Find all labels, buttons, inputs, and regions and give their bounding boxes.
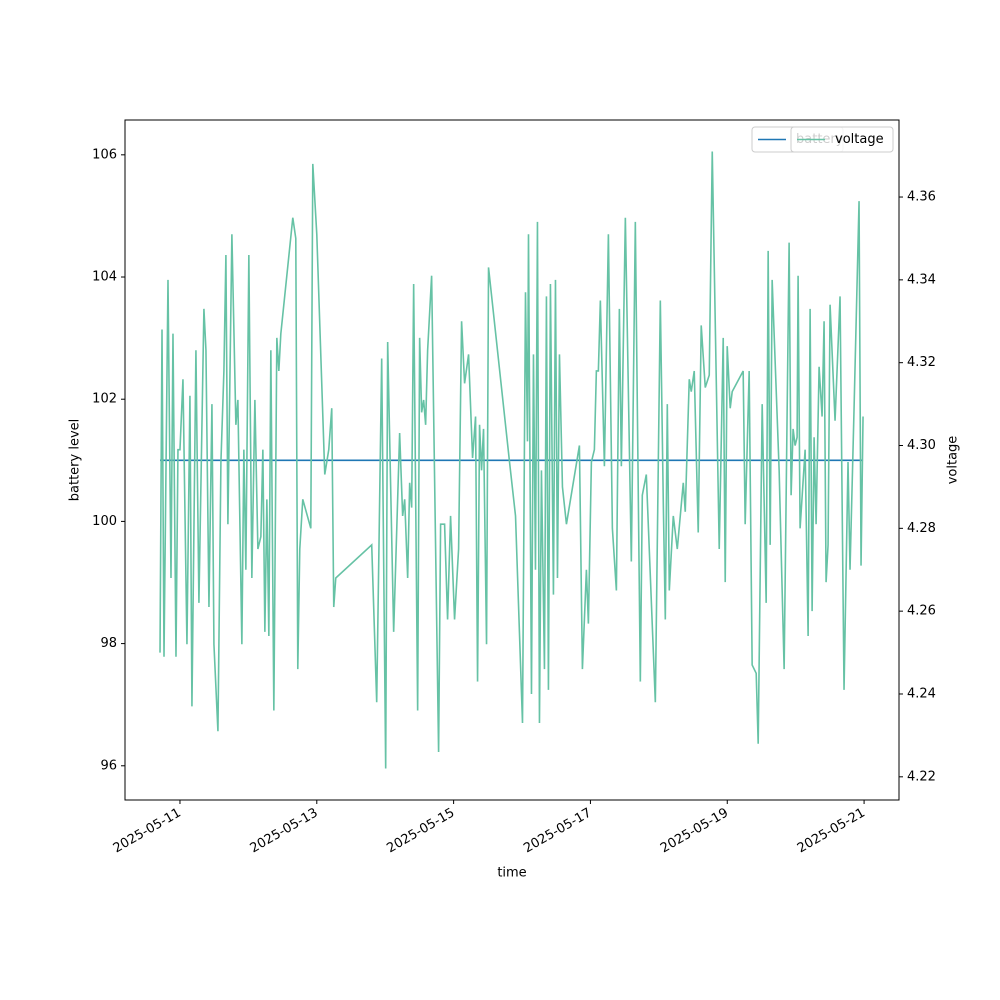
y-tick-label: 102 (92, 392, 117, 407)
y2-tick-label: 4.28 (907, 521, 936, 536)
y-tick-label: 104 (92, 270, 117, 285)
y-tick-label: 98 (100, 636, 117, 651)
y2-tick-label: 4.30 (907, 438, 936, 453)
y-tick-label: 100 (92, 514, 117, 529)
y-tick-label: 96 (100, 758, 117, 773)
data-line (159, 151, 864, 769)
legend-box (790, 126, 894, 153)
x-axis-label: time (497, 866, 526, 881)
plot-frame (124, 119, 900, 801)
y2-tick-label: 4.32 (907, 355, 936, 370)
legend-label: voltage (835, 132, 884, 147)
y-tick-label: 106 (92, 147, 117, 162)
y2-tick-label: 4.26 (907, 604, 936, 619)
y2-axis-label: voltage (946, 436, 961, 485)
y2-tick-label: 4.24 (907, 686, 936, 701)
y2-tick-label: 4.36 (907, 190, 936, 205)
y2-tick-label: 4.22 (907, 769, 936, 784)
legend: voltage (790, 126, 894, 153)
y-axis-label: battery level (68, 419, 83, 502)
y2-tick-label: 4.34 (907, 272, 936, 287)
